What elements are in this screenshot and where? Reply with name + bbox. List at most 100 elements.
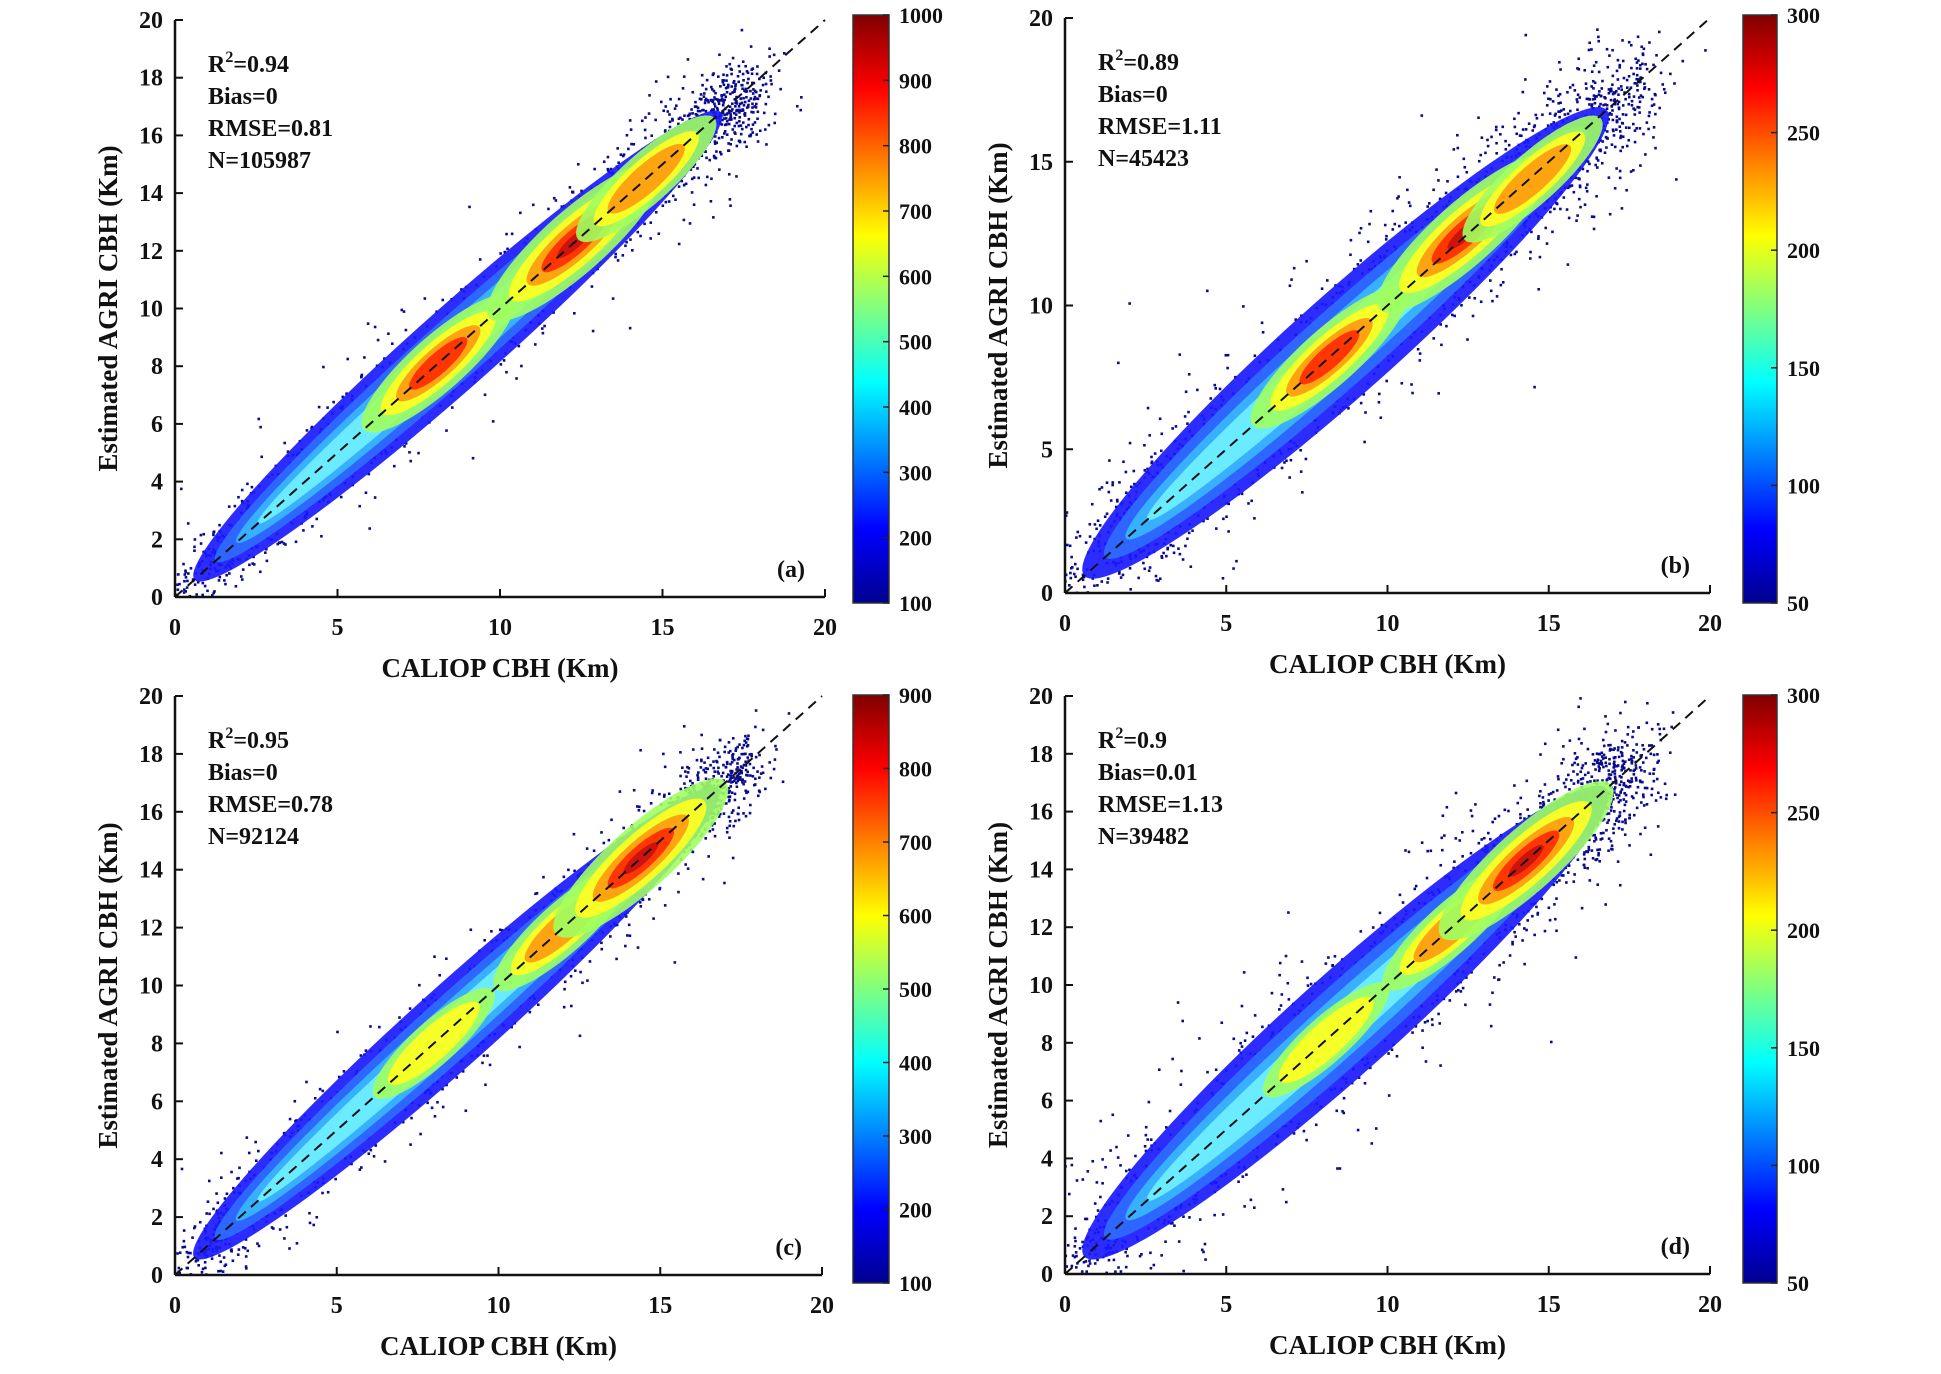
scatter-point — [762, 76, 766, 80]
scatter-point — [1105, 512, 1109, 516]
scatter-point — [647, 112, 651, 115]
scatter-point — [692, 165, 695, 169]
scatter-point — [720, 111, 724, 115]
scatter-point — [339, 495, 343, 499]
scatter-point — [1603, 151, 1607, 155]
scatter-point — [1601, 79, 1604, 83]
scatter-point — [1658, 30, 1661, 34]
scatter-point — [1187, 531, 1191, 535]
scatter-point — [1400, 381, 1404, 385]
scatter-point — [1396, 197, 1399, 200]
scatter-point — [1638, 67, 1642, 70]
scatter-point — [1571, 83, 1575, 87]
scatter-point — [1615, 167, 1618, 170]
scatter-point — [1590, 105, 1593, 108]
scatter-point — [284, 543, 287, 546]
scatter-point — [700, 154, 704, 158]
scatter-point — [702, 92, 706, 95]
scatter-point — [1517, 111, 1520, 115]
scatter-point — [1098, 524, 1102, 527]
scatter-point — [1615, 120, 1619, 124]
scatter-point — [756, 65, 759, 68]
scatter-point — [1629, 170, 1633, 173]
scatter-point — [700, 73, 704, 77]
scatter-point — [183, 579, 186, 583]
scatter-point — [547, 207, 550, 211]
scatter-point — [675, 104, 678, 108]
scatter-point — [1385, 379, 1388, 383]
scatter-point — [711, 100, 715, 104]
scatter-point — [772, 53, 776, 57]
scatter-point — [727, 142, 730, 145]
scatter-point — [1384, 238, 1388, 241]
scatter-point — [1673, 82, 1676, 85]
scatter-point — [765, 143, 768, 146]
scatter-point — [1489, 279, 1492, 282]
scatter-point — [286, 450, 290, 453]
scatter-point — [182, 562, 185, 566]
scatter-point — [729, 92, 732, 96]
scatter-point — [673, 107, 677, 110]
scatter-point — [1247, 502, 1250, 505]
scatter-point — [1629, 86, 1633, 89]
scatter-point — [1633, 108, 1637, 112]
scatter-point — [1426, 205, 1429, 208]
scatter-point — [630, 142, 633, 146]
scatter-point — [755, 102, 758, 106]
scatter-point — [1643, 86, 1647, 89]
scatter-point — [742, 103, 746, 107]
scatter-point — [606, 155, 610, 159]
scatter-point — [717, 98, 720, 102]
scatter-point — [1545, 85, 1549, 88]
scatter-point — [609, 167, 613, 171]
scatter-point — [1359, 226, 1363, 230]
scatter-point — [1178, 552, 1182, 556]
scatter-point — [1598, 90, 1601, 93]
scatter-point — [251, 562, 254, 565]
scatter-point — [1593, 81, 1597, 85]
scatter-point — [294, 540, 298, 544]
scatter-point — [1618, 176, 1622, 180]
scatter-point — [225, 573, 228, 577]
scatter-point — [741, 121, 745, 124]
y-tick-label: 12 — [139, 239, 163, 265]
scatter-point — [376, 338, 380, 342]
scatter-point — [1592, 94, 1596, 97]
scatter-point — [259, 425, 262, 429]
scatter-point — [1612, 91, 1616, 94]
scatter-point — [1633, 129, 1637, 132]
scatter-point — [731, 91, 735, 94]
scatter-point — [1391, 228, 1395, 231]
scatter-point — [735, 175, 738, 178]
scatter-point — [616, 147, 620, 150]
scatter-point — [648, 94, 651, 97]
scatter-point — [758, 94, 761, 98]
scatter-point — [713, 105, 717, 108]
scatter-point — [358, 504, 362, 508]
scatter-point — [1616, 58, 1620, 62]
colorbar-tick-label: 100 — [899, 591, 932, 616]
scatter-point — [1226, 366, 1229, 370]
scatter-point — [1634, 57, 1638, 61]
scatter-point — [1620, 207, 1624, 210]
scatter-point — [1621, 39, 1624, 42]
scatter-point — [1106, 581, 1109, 584]
scatter-point — [1609, 98, 1613, 102]
scatter-point — [1486, 144, 1490, 148]
scatter-point — [627, 147, 630, 151]
scatter-point — [1555, 88, 1558, 91]
scatter-point — [1617, 107, 1621, 111]
panel-tag: (a) — [777, 557, 805, 583]
scatter-point — [1592, 64, 1596, 67]
scatter-point — [743, 111, 747, 115]
scatter-point — [1641, 62, 1644, 66]
scatter-point — [674, 198, 677, 202]
scatter-point — [763, 128, 767, 131]
scatter-point — [1407, 201, 1411, 204]
scatter-point — [1609, 87, 1613, 91]
bias-stat: Bias=0 — [208, 84, 278, 110]
scatter-point — [282, 542, 286, 545]
scatter-point — [752, 111, 755, 114]
scatter-point — [1627, 74, 1631, 78]
scatter-point — [1494, 128, 1498, 132]
